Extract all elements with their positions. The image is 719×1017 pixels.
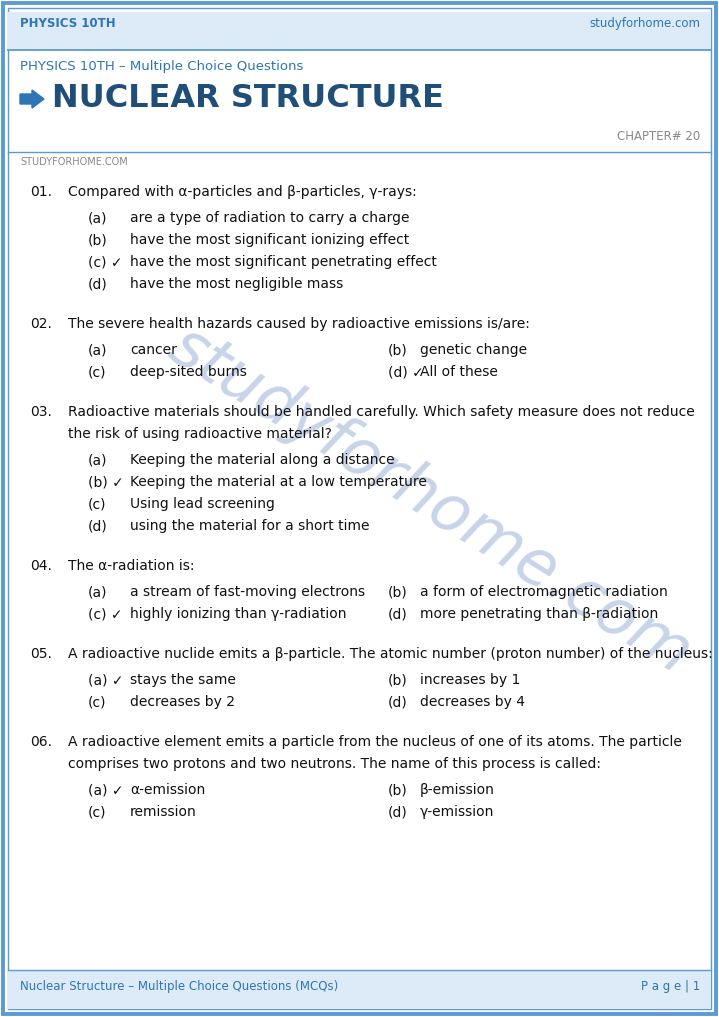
- Text: (c) ✓: (c) ✓: [88, 255, 122, 270]
- Text: studyforhome.com: studyforhome.com: [589, 17, 700, 29]
- Text: Keeping the material along a distance: Keeping the material along a distance: [130, 453, 395, 467]
- Text: PHYSICS 10TH – Multiple Choice Questions: PHYSICS 10TH – Multiple Choice Questions: [20, 60, 303, 73]
- Text: Compared with α-particles and β-particles, γ-rays:: Compared with α-particles and β-particle…: [68, 185, 417, 199]
- Text: All of these: All of these: [420, 365, 498, 379]
- Text: the risk of using radioactive material?: the risk of using radioactive material?: [68, 427, 332, 441]
- Text: (b): (b): [388, 783, 408, 797]
- Text: a stream of fast-moving electrons: a stream of fast-moving electrons: [130, 585, 365, 599]
- Text: (d): (d): [88, 277, 108, 291]
- Text: Radioactive materials should be handled carefully. Which safety measure does not: Radioactive materials should be handled …: [68, 405, 695, 419]
- Text: α-emission: α-emission: [130, 783, 205, 797]
- Text: 06.: 06.: [30, 735, 52, 749]
- Text: decreases by 4: decreases by 4: [420, 695, 525, 709]
- Text: more penetrating than β-radiation: more penetrating than β-radiation: [420, 607, 659, 621]
- Text: The severe health hazards caused by radioactive emissions is/are:: The severe health hazards caused by radi…: [68, 317, 530, 331]
- Text: remission: remission: [130, 805, 197, 819]
- Text: a form of electromagnetic radiation: a form of electromagnetic radiation: [420, 585, 668, 599]
- Text: (c): (c): [88, 695, 106, 709]
- Text: 04.: 04.: [30, 559, 52, 573]
- Text: Using lead screening: Using lead screening: [130, 497, 275, 511]
- Text: have the most negligible mass: have the most negligible mass: [130, 277, 343, 291]
- Text: stays the same: stays the same: [130, 673, 236, 687]
- Text: (d): (d): [388, 695, 408, 709]
- FancyArrow shape: [20, 89, 44, 108]
- Text: have the most significant penetrating effect: have the most significant penetrating ef…: [130, 255, 437, 270]
- Text: decreases by 2: decreases by 2: [130, 695, 235, 709]
- Text: using the material for a short time: using the material for a short time: [130, 519, 370, 533]
- Text: (c): (c): [88, 365, 106, 379]
- Text: (c): (c): [88, 497, 106, 511]
- Bar: [8, 970, 711, 1009]
- Text: CHAPTER# 20: CHAPTER# 20: [617, 130, 700, 143]
- Text: β-emission: β-emission: [420, 783, 495, 797]
- Text: genetic change: genetic change: [420, 343, 527, 357]
- Text: (b): (b): [388, 343, 408, 357]
- Text: STUDYFORHOME.COM: STUDYFORHOME.COM: [20, 157, 128, 167]
- Text: (b) ✓: (b) ✓: [88, 475, 124, 489]
- Text: (a): (a): [88, 211, 108, 225]
- Text: (a) ✓: (a) ✓: [88, 673, 124, 687]
- Text: highly ionizing than γ-radiation: highly ionizing than γ-radiation: [130, 607, 347, 621]
- Text: (d) ✓: (d) ✓: [388, 365, 423, 379]
- Text: deep-sited burns: deep-sited burns: [130, 365, 247, 379]
- Text: A radioactive element emits a particle from the nucleus of one of its atoms. The: A radioactive element emits a particle f…: [68, 735, 682, 749]
- Text: 02.: 02.: [30, 317, 52, 331]
- Text: (b): (b): [388, 673, 408, 687]
- Text: P a g e | 1: P a g e | 1: [641, 980, 700, 993]
- Text: (a): (a): [88, 343, 108, 357]
- Text: are a type of radiation to carry a charge: are a type of radiation to carry a charg…: [130, 211, 410, 225]
- Text: 05.: 05.: [30, 647, 52, 661]
- Text: γ-emission: γ-emission: [420, 805, 495, 819]
- Text: (c) ✓: (c) ✓: [88, 607, 122, 621]
- Text: 03.: 03.: [30, 405, 52, 419]
- Text: (b): (b): [388, 585, 408, 599]
- Text: cancer: cancer: [130, 343, 177, 357]
- Text: (a): (a): [88, 585, 108, 599]
- Text: PHYSICS 10TH: PHYSICS 10TH: [20, 17, 116, 29]
- Text: (c): (c): [88, 805, 106, 819]
- Text: Nuclear Structure – Multiple Choice Questions (MCQs): Nuclear Structure – Multiple Choice Ques…: [20, 980, 338, 993]
- Text: NUCLEAR STRUCTURE: NUCLEAR STRUCTURE: [52, 83, 444, 114]
- Text: (d): (d): [388, 607, 408, 621]
- Text: (d): (d): [88, 519, 108, 533]
- Text: A radioactive nuclide emits a β-particle. The atomic number (proton number) of t: A radioactive nuclide emits a β-particle…: [68, 647, 713, 661]
- Bar: [8, 12, 711, 50]
- Text: studyforhome.com: studyforhome.com: [158, 314, 702, 686]
- Text: (b): (b): [88, 233, 108, 247]
- Text: have the most significant ionizing effect: have the most significant ionizing effec…: [130, 233, 409, 247]
- Text: (a): (a): [88, 453, 108, 467]
- Text: 01.: 01.: [30, 185, 52, 199]
- Text: (a) ✓: (a) ✓: [88, 783, 124, 797]
- Text: Keeping the material at a low temperature: Keeping the material at a low temperatur…: [130, 475, 427, 489]
- Text: increases by 1: increases by 1: [420, 673, 521, 687]
- Text: comprises two protons and two neutrons. The name of this process is called:: comprises two protons and two neutrons. …: [68, 757, 601, 771]
- Text: The α-radiation is:: The α-radiation is:: [68, 559, 195, 573]
- Text: (d): (d): [388, 805, 408, 819]
